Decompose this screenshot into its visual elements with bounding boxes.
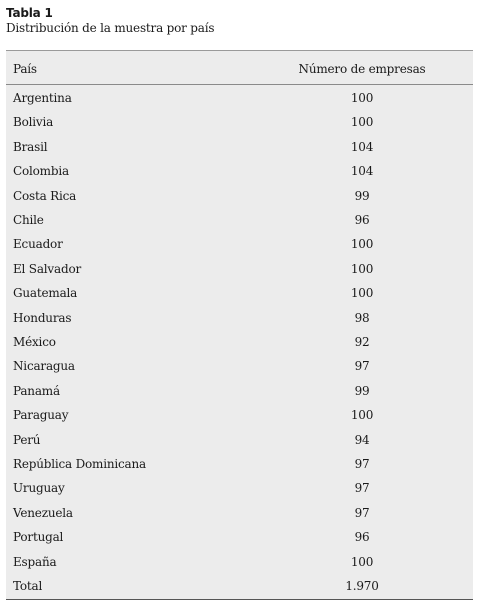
country-cell: Honduras bbox=[13, 310, 72, 325]
country-cell: El Salvador bbox=[13, 261, 82, 276]
country-cell: Venezuela bbox=[13, 505, 73, 520]
table-row: Venezuela 97 bbox=[6, 500, 473, 524]
country-cell: República Dominicana bbox=[13, 457, 146, 471]
table-row: España 100 bbox=[6, 549, 473, 573]
company-count-cell: 98 bbox=[354, 310, 370, 325]
company-count-cell: 99 bbox=[354, 188, 370, 203]
country-cell: Portugal bbox=[13, 530, 64, 545]
table-row: Costa Rica 99 bbox=[6, 183, 473, 207]
country-cell: Bolivia bbox=[13, 115, 54, 130]
table-row: Honduras 98 bbox=[6, 305, 473, 329]
country-cell: Chile bbox=[13, 213, 44, 227]
company-count-cell: 97 bbox=[354, 481, 370, 496]
country-cell: Guatemala bbox=[13, 286, 78, 301]
company-count-cell: 100 bbox=[350, 115, 374, 130]
table-row: Guatemala 100 bbox=[6, 280, 473, 304]
country-cell: Costa Rica bbox=[13, 188, 77, 203]
company-count-cell: 96 bbox=[354, 213, 370, 227]
company-count-cell: 100 bbox=[350, 237, 374, 252]
table-row: Chile 96 bbox=[6, 207, 473, 231]
table-total-row: Total 1.970 bbox=[6, 573, 473, 597]
country-cell: Ecuador bbox=[13, 237, 63, 252]
header-count: Número de empresas bbox=[298, 62, 426, 76]
company-count-cell: 1.970 bbox=[345, 579, 379, 593]
company-count-cell: 97 bbox=[354, 359, 370, 374]
company-count-cell: 104 bbox=[350, 139, 374, 154]
company-count-cell: 100 bbox=[350, 408, 374, 423]
table-row: Bolivia 100 bbox=[6, 109, 473, 133]
header-country: País bbox=[13, 62, 37, 76]
table-row: Nicaragua 97 bbox=[6, 353, 473, 377]
table-row: Perú 94 bbox=[6, 427, 473, 451]
country-cell: Paraguay bbox=[13, 408, 69, 423]
country-cell: Panamá bbox=[13, 383, 60, 398]
country-cell: Brasil bbox=[13, 139, 48, 154]
country-cell: España bbox=[13, 554, 57, 569]
country-cell: Colombia bbox=[13, 164, 69, 179]
table-row: Colombia 104 bbox=[6, 158, 473, 182]
company-count-cell: 100 bbox=[350, 554, 374, 569]
data-table: País Número de empresas Argentina 100 Boli… bbox=[6, 50, 473, 600]
company-count-cell: 99 bbox=[354, 383, 370, 398]
company-count-cell: 97 bbox=[354, 505, 370, 520]
table-header-row: País Número de empresas bbox=[6, 51, 473, 85]
company-count-cell: 96 bbox=[354, 530, 370, 545]
table-row: Brasil 104 bbox=[6, 134, 473, 158]
country-cell: Nicaragua bbox=[13, 359, 75, 374]
table-row: Paraguay 100 bbox=[6, 402, 473, 426]
country-cell: Uruguay bbox=[13, 481, 65, 496]
country-cell: México bbox=[13, 335, 56, 349]
company-count-cell: 100 bbox=[350, 91, 374, 105]
table-row: Portugal 96 bbox=[6, 524, 473, 548]
table-figure: Tabla 1 Distribución de la muestra por p… bbox=[6, 6, 473, 600]
table-row: República Dominicana 97 bbox=[6, 451, 473, 475]
table-row: Uruguay 97 bbox=[6, 475, 473, 499]
company-count-cell: 97 bbox=[354, 457, 370, 471]
country-cell: Total bbox=[13, 579, 43, 593]
table-row: Ecuador 100 bbox=[6, 231, 473, 255]
table-row: Panamá 99 bbox=[6, 378, 473, 402]
table-caption-title: Tabla 1 bbox=[6, 6, 53, 20]
table-row: El Salvador 100 bbox=[6, 256, 473, 280]
company-count-cell: 104 bbox=[350, 164, 374, 179]
table-caption-subtitle: Distribución de la muestra por país bbox=[6, 21, 215, 35]
table-row: Argentina 100 bbox=[6, 85, 473, 109]
company-count-cell: 100 bbox=[350, 261, 374, 276]
company-count-cell: 94 bbox=[354, 432, 370, 447]
table-row: México 92 bbox=[6, 329, 473, 353]
company-count-cell: 100 bbox=[350, 286, 374, 301]
country-cell: Perú bbox=[13, 432, 41, 447]
country-cell: Argentina bbox=[13, 91, 72, 105]
company-count-cell: 92 bbox=[354, 335, 370, 349]
